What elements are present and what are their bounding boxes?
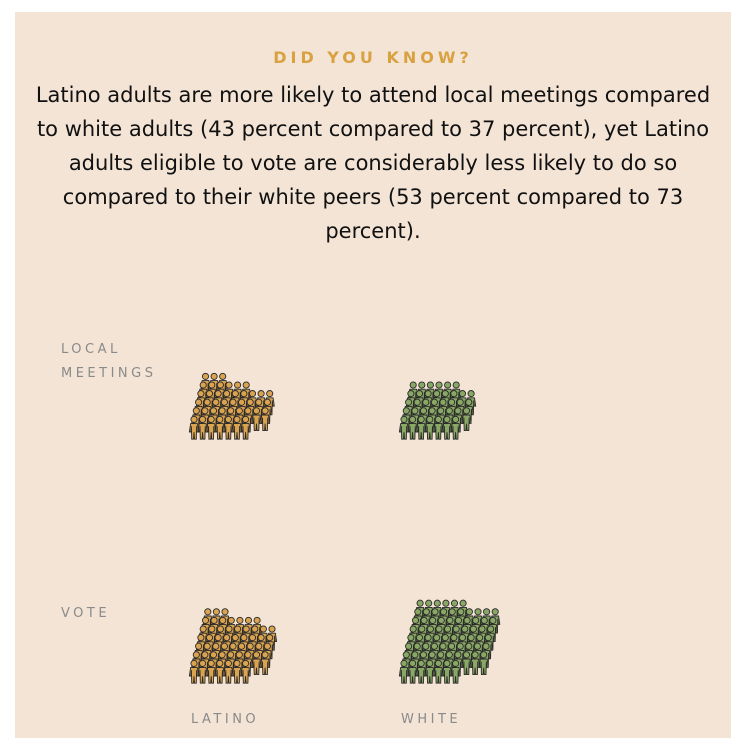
person-mark	[231, 659, 243, 684]
person-mark	[416, 659, 427, 684]
person-mark	[206, 415, 217, 440]
col-label-latino: LATINO	[191, 712, 260, 727]
person-mark	[240, 659, 251, 684]
person-mark	[197, 415, 208, 440]
person-mark	[240, 415, 251, 440]
person-mark	[214, 659, 225, 684]
person-mark	[260, 407, 271, 432]
person-mark	[424, 659, 435, 684]
row-label-vote: VOTE	[61, 606, 111, 621]
person-mark	[470, 651, 481, 676]
person-mark	[407, 659, 418, 684]
kicker-heading: DID YOU KNOW?	[273, 48, 473, 67]
person-mark	[398, 659, 410, 684]
person-mark	[407, 415, 418, 440]
person-mark	[214, 415, 225, 440]
person-mark	[441, 415, 453, 440]
person-mark	[450, 659, 461, 684]
row-label-meetings: MEETINGS	[61, 366, 157, 381]
body-text: Latino adults are more likely to attend …	[35, 83, 711, 243]
person-mark	[398, 415, 410, 440]
person-mark	[188, 659, 200, 684]
person-mark	[441, 659, 453, 684]
person-mark	[433, 659, 444, 684]
person-mark	[478, 651, 489, 676]
person-mark	[188, 415, 200, 440]
person-mark	[260, 651, 271, 676]
person-mark	[223, 659, 234, 684]
figure-group-latino-vote	[188, 608, 278, 684]
person-mark	[424, 415, 435, 440]
person-mark	[197, 659, 208, 684]
figure-group-white-vote	[398, 599, 501, 684]
infographic-panel: DID YOU KNOW? Latino adults are more lik…	[15, 12, 731, 738]
person-mark	[450, 415, 461, 440]
person-mark	[461, 651, 472, 676]
person-mark	[433, 415, 444, 440]
person-mark	[231, 415, 243, 440]
person-mark	[251, 407, 262, 432]
figure-group-white-meetings	[398, 381, 477, 440]
person-mark	[416, 415, 427, 440]
isotype-figure	[188, 372, 501, 684]
person-mark	[206, 659, 217, 684]
person-mark	[223, 415, 234, 440]
person-mark	[251, 651, 262, 676]
col-label-white: WHITE	[401, 712, 462, 727]
person-mark	[461, 407, 472, 432]
row-label-local: LOCAL	[61, 342, 121, 357]
figure-group-latino-meetings	[188, 372, 275, 440]
